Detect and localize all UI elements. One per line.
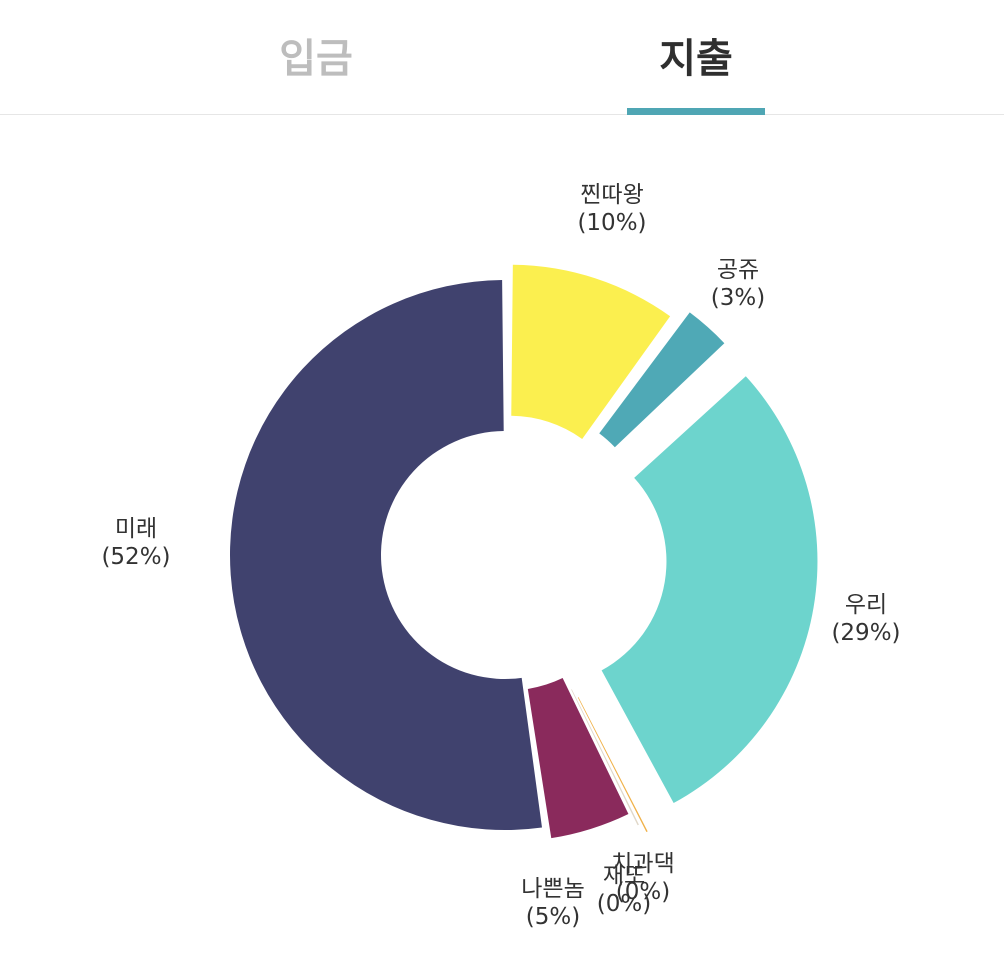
tab-expense[interactable]: 지출 bbox=[659, 36, 733, 82]
slice-label: 우리 bbox=[845, 592, 887, 618]
slice-percent-label: (29%) bbox=[831, 620, 900, 646]
tab-deposit[interactable]: 입금 bbox=[279, 36, 353, 82]
pie-slice-치과댁 bbox=[577, 697, 648, 833]
slice-label: 미래 bbox=[115, 516, 157, 542]
slice-percent-label: (5%) bbox=[526, 904, 580, 930]
pie-slice-찐따왕 bbox=[511, 264, 671, 439]
pie-slice-우리 bbox=[601, 376, 818, 804]
donut-chart: 찐따왕(10%)공쥬(3%)우리(29%)치과댁(0%)재또(0%)나쁜놈(5%… bbox=[101, 182, 900, 930]
slice-label: 치과댁 bbox=[611, 851, 674, 877]
slice-label: 나쁜놈 bbox=[521, 876, 584, 902]
active-tab-indicator bbox=[627, 108, 765, 115]
slice-label: 찐따왕 bbox=[580, 182, 643, 208]
slice-label: 공쥬 bbox=[717, 257, 759, 283]
slice-percent-label: (3%) bbox=[711, 285, 765, 311]
slice-percent-label: (52%) bbox=[101, 544, 170, 570]
pie-slice-재또 bbox=[571, 689, 639, 826]
pie-slice-공쥬 bbox=[599, 312, 725, 448]
tab-bar: 입금 지출 bbox=[0, 0, 1004, 115]
slice-percent-label: (10%) bbox=[577, 210, 646, 236]
slice-label: 재또 bbox=[603, 863, 645, 889]
slice-percent-label: (0%) bbox=[597, 891, 651, 917]
slice-percent-label: (0%) bbox=[616, 879, 670, 905]
pie-slice-나쁜놈 bbox=[527, 678, 629, 839]
pie-slice-미래 bbox=[229, 280, 542, 830]
